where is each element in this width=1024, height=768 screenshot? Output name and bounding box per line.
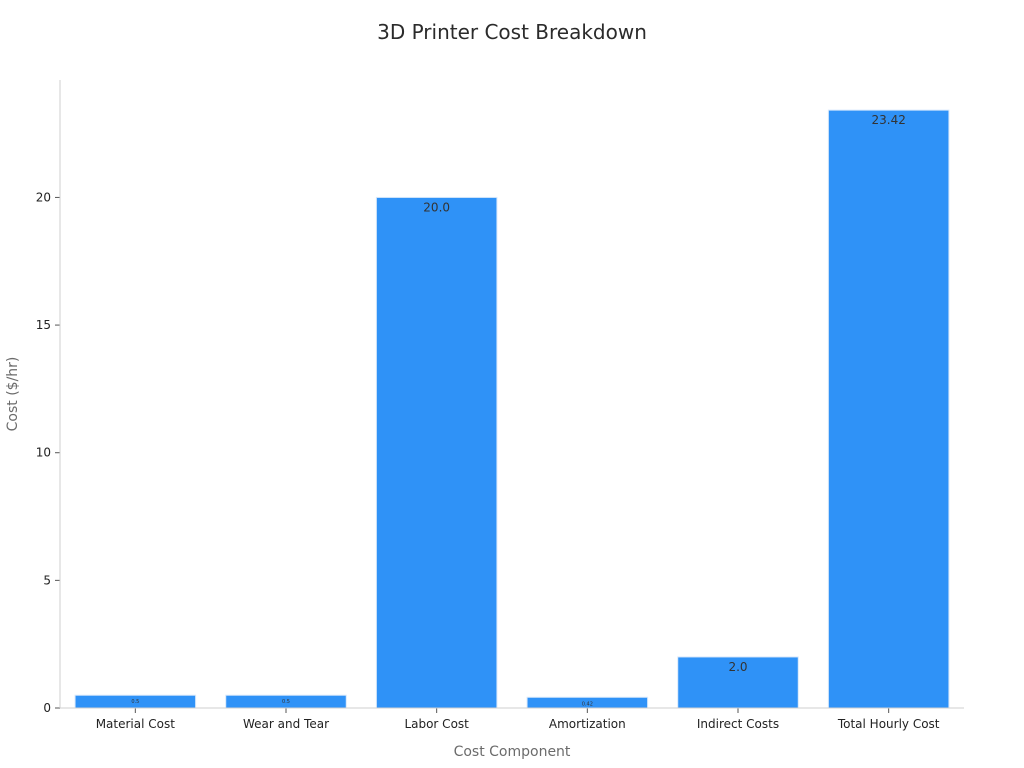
y-tick-label: 10 <box>36 446 51 460</box>
y-tick-label: 0 <box>43 701 51 715</box>
y-tick-label: 15 <box>36 318 51 332</box>
bar-value-label: 2.0 <box>728 660 747 674</box>
x-tick-label: Total Hourly Cost <box>837 717 940 731</box>
x-axis-title: Cost Component <box>454 744 571 760</box>
x-tick-label: Amortization <box>549 717 626 731</box>
bar-value-label: 0.42 <box>582 701 593 707</box>
x-tick-label: Material Cost <box>96 717 176 731</box>
bar-value-label: 0.5 <box>131 699 139 705</box>
x-tick-label: Indirect Costs <box>697 717 779 731</box>
bar-value-label: 20.0 <box>423 200 450 214</box>
y-tick-label: 20 <box>36 190 51 204</box>
bar-value-label: 23.42 <box>871 113 905 127</box>
bar <box>375 196 498 709</box>
bar <box>677 656 799 709</box>
x-tick-label: Labor Cost <box>404 717 469 731</box>
chart-title: 3D Printer Cost Breakdown <box>377 20 647 44</box>
bar-value-label: 0.5 <box>282 699 290 705</box>
y-axis-title: Cost ($/hr) <box>5 357 21 432</box>
x-tick-label: Wear and Tear <box>243 717 329 731</box>
bar <box>827 109 950 709</box>
plot-area: 0 5 10 15 20 0.5 Material Cost 0.5 Wear and Tear… <box>36 109 950 731</box>
y-tick-label: 5 <box>43 573 51 587</box>
